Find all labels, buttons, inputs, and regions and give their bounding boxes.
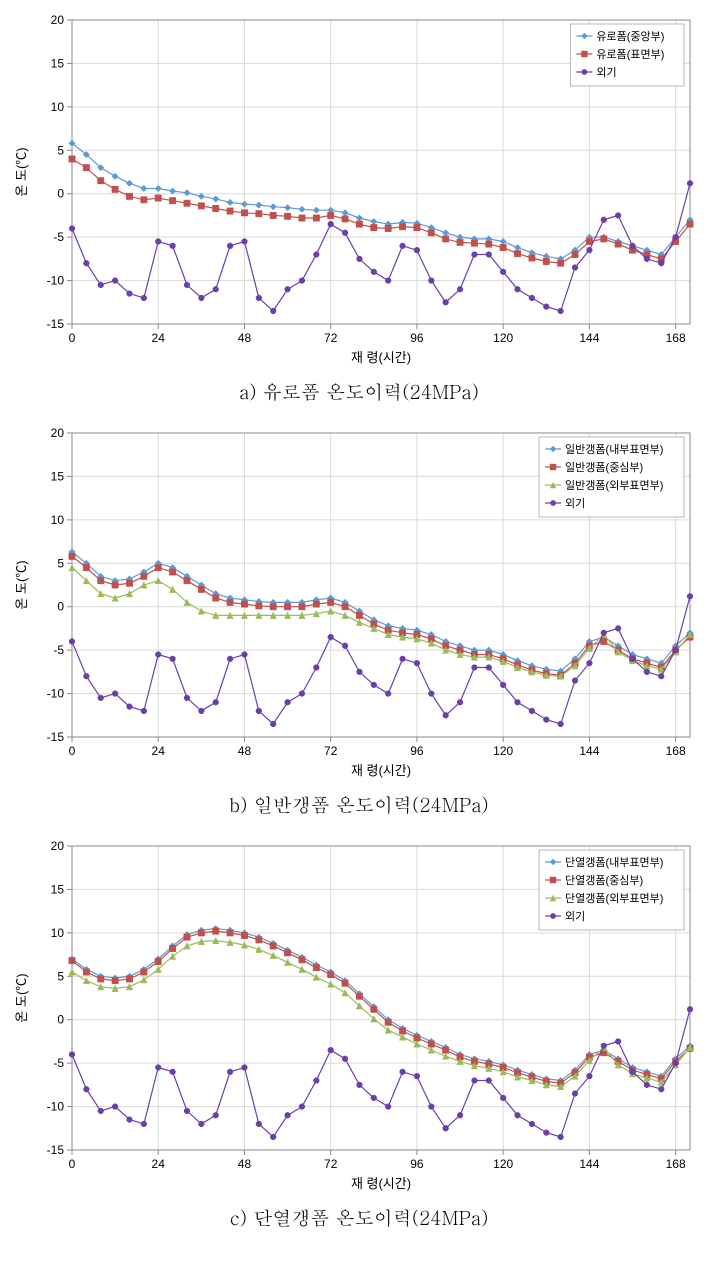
svg-text:15: 15: [51, 56, 65, 70]
svg-text:144: 144: [579, 331, 599, 345]
svg-text:5: 5: [57, 969, 64, 983]
svg-text:96: 96: [410, 744, 424, 758]
svg-text:-10: -10: [47, 687, 65, 701]
svg-text:-15: -15: [47, 317, 65, 331]
svg-text:24: 24: [152, 331, 166, 345]
svg-text:-5: -5: [53, 1056, 64, 1070]
svg-text:-10: -10: [47, 274, 65, 288]
chart-a-container: -15 -10 -5 0 5 10 15 20 0 24 48 72 96 120 144 168 재 령(시간…: [10, 10, 708, 405]
svg-text:144: 144: [579, 744, 599, 758]
svg-text:24: 24: [152, 744, 166, 758]
svg-text:일반갱폼(내부표면부): 일반갱폼(내부표면부): [565, 442, 663, 456]
svg-text:일반갱폼(외부표면부): 일반갱폼(외부표면부): [565, 478, 663, 492]
svg-text:재 령(시간): 재 령(시간): [351, 763, 411, 778]
svg-text:0: 0: [57, 1013, 64, 1027]
svg-text:0: 0: [57, 600, 64, 614]
svg-text:10: 10: [51, 100, 65, 114]
svg-text:일반갱폼(중심부): 일반갱폼(중심부): [565, 460, 643, 474]
chart-a-svg: -15 -10 -5 0 5 10 15 20 0 24 48 72 96 120 144 168 재 령(시간…: [10, 10, 708, 370]
svg-text:120: 120: [493, 1157, 513, 1171]
svg-text:72: 72: [324, 331, 338, 345]
chart-b-caption: b) 일반갱폼 온도이력(24MPa): [10, 791, 708, 818]
chart-b-svg: -15 -10 -5 0 5 10 15 20 0 24 48 72 96 120 144 168 재 령(시간…: [10, 423, 708, 783]
svg-text:144: 144: [579, 1157, 599, 1171]
svg-text:-15: -15: [47, 1143, 65, 1157]
svg-text:15: 15: [51, 469, 65, 483]
svg-text:재 령(시간): 재 령(시간): [351, 1176, 411, 1191]
svg-text:72: 72: [324, 744, 338, 758]
svg-text:72: 72: [324, 1157, 338, 1171]
svg-text:10: 10: [51, 513, 65, 527]
svg-text:0: 0: [69, 744, 76, 758]
svg-text:10: 10: [51, 926, 65, 940]
chart-c-container: -15 -10 -5 0 5 10 15 20 0 24 48 72 96 120 144 168 재 령(시간…: [10, 836, 708, 1231]
svg-text:0: 0: [57, 187, 64, 201]
svg-text:온 도(℃): 온 도(℃): [14, 147, 29, 196]
svg-text:외기: 외기: [565, 497, 585, 510]
svg-text:유로폼(표면부): 유로폼(표면부): [596, 48, 664, 61]
svg-text:유로폼(중앙부): 유로폼(중앙부): [596, 30, 664, 43]
svg-text:20: 20: [51, 426, 65, 440]
svg-text:-15: -15: [47, 730, 65, 744]
svg-text:15: 15: [51, 882, 65, 896]
svg-text:재 령(시간): 재 령(시간): [351, 350, 411, 365]
svg-text:5: 5: [57, 143, 64, 157]
svg-text:5: 5: [57, 556, 64, 570]
chart-c-svg: -15 -10 -5 0 5 10 15 20 0 24 48 72 96 120 144 168 재 령(시간…: [10, 836, 708, 1196]
svg-text:96: 96: [410, 1157, 424, 1171]
svg-text:-10: -10: [47, 1100, 65, 1114]
svg-text:외기: 외기: [596, 66, 616, 79]
svg-text:온 도(℃): 온 도(℃): [14, 973, 29, 1022]
svg-text:120: 120: [493, 744, 513, 758]
chart-b-container: -15 -10 -5 0 5 10 15 20 0 24 48 72 96 120 144 168 재 령(시간…: [10, 423, 708, 818]
svg-text:48: 48: [238, 1157, 252, 1171]
svg-text:0: 0: [69, 1157, 76, 1171]
svg-text:24: 24: [152, 1157, 166, 1171]
svg-text:-5: -5: [53, 230, 64, 244]
svg-text:-5: -5: [53, 643, 64, 657]
svg-text:96: 96: [410, 331, 424, 345]
svg-text:단열갱폼(외부표면부): 단열갱폼(외부표면부): [565, 892, 663, 905]
svg-text:48: 48: [238, 331, 252, 345]
svg-text:외기: 외기: [565, 910, 585, 923]
svg-text:0: 0: [69, 331, 76, 345]
svg-text:20: 20: [51, 13, 65, 27]
svg-text:20: 20: [51, 839, 65, 853]
svg-text:48: 48: [238, 744, 252, 758]
chart-c-caption: c) 단열갱폼 온도이력(24MPa): [10, 1204, 708, 1231]
chart-a-caption: a) 유로폼 온도이력(24MPa): [10, 378, 708, 405]
svg-text:168: 168: [666, 1157, 686, 1171]
svg-text:온 도(℃): 온 도(℃): [14, 560, 29, 609]
svg-text:168: 168: [666, 331, 686, 345]
svg-text:168: 168: [666, 744, 686, 758]
svg-text:단열갱폼(내부표면부): 단열갱폼(내부표면부): [565, 856, 663, 869]
svg-text:120: 120: [493, 331, 513, 345]
svg-text:단열갱폼(중심부): 단열갱폼(중심부): [565, 874, 643, 887]
